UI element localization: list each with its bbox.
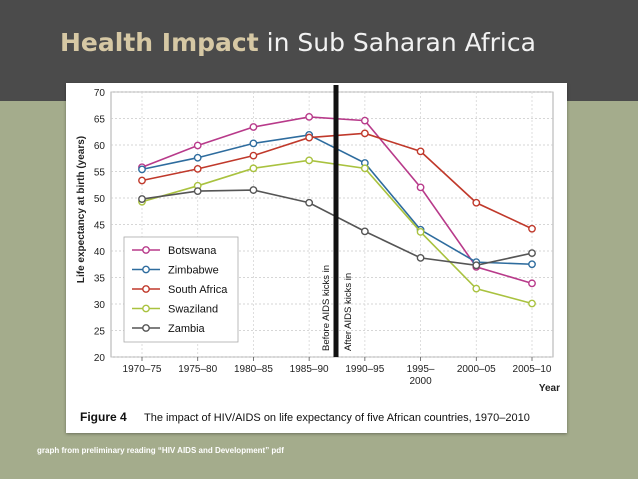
legend-marker-zambia (142, 324, 150, 332)
y-tick-label-40: 40 (94, 247, 106, 258)
legend-label-zimbabwe: Zimbabwe (168, 265, 219, 277)
data-point-botswana-1 (193, 141, 202, 150)
data-point-south-africa-4 (360, 129, 369, 138)
data-point-south-africa-2 (249, 151, 258, 160)
x-tick-label-5-0: 1995– (407, 364, 435, 375)
y-tick-label-25: 25 (94, 327, 106, 338)
data-point-zambia-4 (360, 227, 369, 236)
data-point-south-africa-3 (305, 133, 314, 142)
legend-label-botswana: Botswana (168, 245, 217, 257)
y-tick-label-35: 35 (94, 274, 106, 285)
chart-panel: 20 25 30 35 40 45 50 55 60 65 70 1970–75 1975–80 1980… (66, 83, 567, 433)
data-point-botswana-4 (360, 116, 369, 125)
y-tick-label-20: 20 (94, 353, 106, 364)
data-point-botswana-7 (528, 279, 536, 288)
source-caption: graph from preliminary reading “HIV AIDS… (37, 446, 284, 455)
y-tick-label-65: 65 (94, 115, 106, 126)
data-point-zambia-7 (528, 249, 536, 258)
data-point-botswana-3 (305, 113, 314, 121)
y-tick-label-70: 70 (94, 88, 106, 99)
data-point-south-africa-1 (193, 164, 202, 173)
data-point-south-africa-0 (138, 176, 146, 185)
legend-label-zambia: Zambia (168, 323, 206, 335)
life-expectancy-chart: 20 25 30 35 40 45 50 55 60 65 70 1970–75 1975–80 1980… (76, 85, 560, 424)
data-point-zambia-3 (305, 198, 314, 207)
data-point-zambia-5 (416, 253, 425, 262)
figure-label: Figure 4 (80, 410, 127, 424)
data-point-swaziland-2 (249, 164, 258, 173)
legend-marker-swaziland (142, 304, 150, 313)
y-tick-label-60: 60 (94, 141, 106, 152)
data-point-zambia-2 (249, 186, 258, 194)
before-aids-label: Before AIDS kicks in (321, 265, 332, 351)
data-point-zambia-1 (193, 187, 202, 196)
slide-title: Health Impact in Sub Saharan Africa (60, 28, 536, 57)
data-point-zimbabwe-1 (193, 153, 202, 162)
data-point-swaziland-7 (528, 299, 536, 308)
x-tick-label-6: 2000–05 (457, 364, 496, 375)
data-point-zimbabwe-2 (249, 139, 258, 148)
chart-title: The impact of HIV/AIDS on life expectanc… (144, 412, 530, 424)
x-tick-label-1: 1975–80 (178, 364, 217, 375)
legend-marker-south-africa (142, 285, 150, 293)
x-tick-label-3: 1985–90 (290, 364, 329, 375)
y-tick-label-55: 55 (94, 168, 106, 179)
data-point-swaziland-5 (416, 228, 425, 236)
data-point-botswana-5 (416, 183, 425, 192)
data-point-zambia-6 (472, 261, 481, 270)
data-point-swaziland-3 (305, 156, 314, 165)
data-point-south-africa-6 (472, 198, 481, 207)
legend-marker-botswana (142, 246, 150, 254)
data-point-zimbabwe-7 (528, 260, 536, 269)
y-tick-label-45: 45 (94, 221, 106, 232)
x-tick-label-0: 1970–75 (123, 364, 162, 375)
slide-title-emphasis: Health Impact (60, 28, 259, 57)
y-tick-label-50: 50 (94, 194, 106, 205)
legend-label-south-africa: South Africa (168, 284, 228, 296)
data-point-botswana-2 (249, 123, 258, 131)
y-axis-title: Life expectancy at birth (years) (76, 136, 87, 283)
slide-title-rest: in Sub Saharan Africa (258, 28, 536, 57)
x-tick-label-2: 1980–85 (234, 364, 273, 375)
after-aids-label: After AIDS kicks in (343, 273, 354, 351)
data-point-zambia-0 (138, 195, 146, 203)
legend-label-swaziland: Swaziland (168, 304, 218, 316)
data-point-south-africa-5 (416, 147, 425, 156)
data-point-swaziland-4 (360, 164, 369, 173)
x-tick-label-7: 2005–10 (513, 364, 552, 375)
x-axis-title: Year (539, 383, 560, 394)
x-tick-label-4: 1990–95 (345, 364, 384, 375)
aids-divider-bar (333, 85, 339, 357)
legend-marker-zimbabwe (142, 265, 150, 274)
y-tick-label-30: 30 (94, 300, 106, 311)
data-point-zimbabwe-0 (138, 165, 146, 174)
data-point-south-africa-7 (528, 224, 536, 233)
x-tick-label-5-1: 2000 (409, 376, 432, 387)
data-point-swaziland-6 (472, 284, 481, 293)
